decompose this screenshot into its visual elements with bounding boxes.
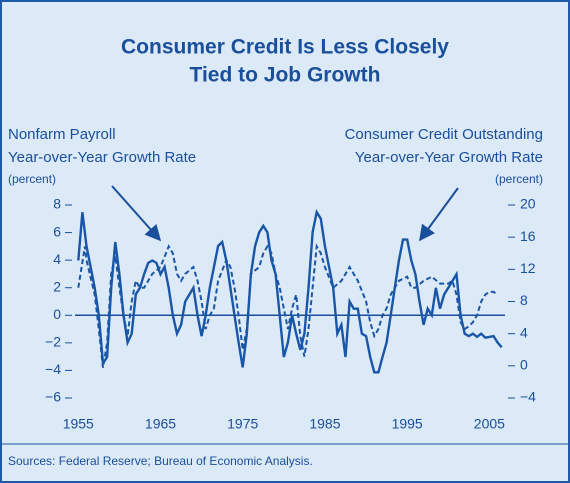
series-line (77, 209, 503, 374)
x-tick-label: 1995 (392, 416, 423, 432)
y-axis-unit: (percent) (8, 172, 56, 186)
y2-axis-title: Year-over-Year Growth Rate (355, 149, 543, 166)
x-tick-label: 1975 (227, 416, 258, 432)
x-tick-label: 1985 (309, 416, 340, 432)
y2-tick-label: 4 (520, 324, 528, 340)
arrow (419, 187, 459, 242)
x-tick-label: 2005 (474, 416, 505, 432)
source-note: Sources: Federal Reserve; Bureau of Econ… (8, 454, 313, 468)
y-tick-label: 4 (53, 251, 61, 267)
y2-tick-label: 0 (520, 357, 528, 373)
x-tick-label: 1965 (145, 416, 176, 432)
y-tick-label: 8 (53, 196, 61, 212)
arrow (111, 185, 162, 242)
y2-tick-label: −4 (520, 389, 536, 405)
y-tick-label: −2 (45, 334, 61, 350)
y-tick-label: 0 (53, 306, 61, 322)
y-axis-title: Year-over-Year Growth Rate (8, 149, 196, 166)
series-line (77, 243, 499, 368)
y-tick-label: −4 (45, 361, 61, 377)
y2-tick-label: 12 (520, 260, 536, 276)
y-axis-title: Nonfarm Payroll (8, 126, 116, 143)
y-tick-label: 2 (53, 278, 61, 294)
y2-tick-label: 16 (520, 228, 536, 244)
y2-axis-title: Consumer Credit Outstanding (345, 126, 543, 143)
y2-tick-label: 8 (520, 292, 528, 308)
x-tick-label: 1955 (63, 416, 94, 432)
y2-axis-unit: (percent) (495, 172, 543, 186)
y2-tick-label: 20 (520, 196, 536, 212)
chart-title: Tied to Job Growth (190, 64, 381, 87)
chart-title: Consumer Credit Is Less Closely (121, 36, 449, 59)
y-tick-label: −6 (45, 389, 61, 405)
y-tick-label: 6 (53, 223, 61, 239)
